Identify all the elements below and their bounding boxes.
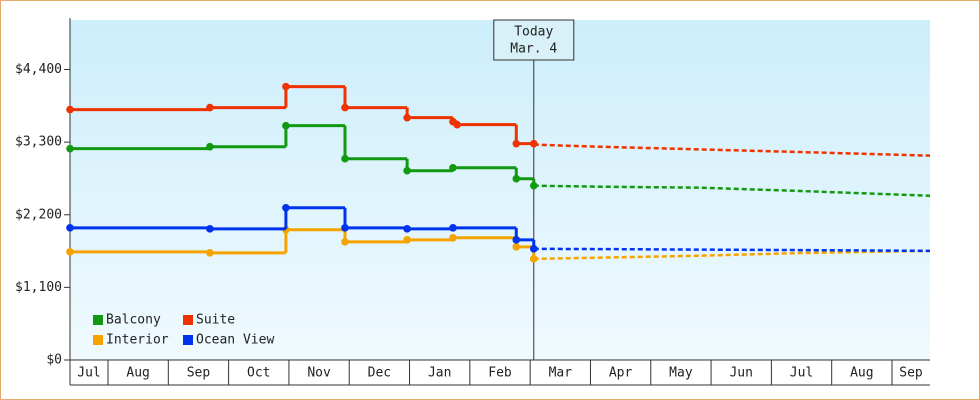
y-tick-label: $0 xyxy=(46,353,62,368)
x-tick-label: Nov xyxy=(307,366,331,381)
x-tick-label: Sep xyxy=(187,366,211,381)
x-tick-label: Aug xyxy=(850,366,873,381)
legend-label: Interior xyxy=(106,333,169,348)
point xyxy=(206,142,214,151)
today-label: Mar. 4 xyxy=(510,42,557,57)
today-box xyxy=(493,19,575,61)
point xyxy=(66,144,74,153)
x-tick-label: Mar xyxy=(549,366,573,381)
point xyxy=(512,243,521,251)
forecast-line xyxy=(533,247,931,253)
legend-swatch xyxy=(183,335,193,345)
point xyxy=(206,225,214,233)
x-tick-label: Aug xyxy=(126,366,149,381)
legend-label: Balcony xyxy=(106,313,161,328)
point xyxy=(282,121,290,130)
point xyxy=(449,163,457,172)
legend-swatch xyxy=(93,335,103,345)
point xyxy=(341,103,349,112)
point xyxy=(282,82,290,91)
legend-label: Suite xyxy=(196,313,235,328)
point xyxy=(403,225,411,233)
legend-swatch xyxy=(93,315,103,325)
legend-swatch xyxy=(183,315,193,325)
point xyxy=(341,224,349,232)
forecast-line xyxy=(533,143,931,157)
point xyxy=(512,174,521,183)
point xyxy=(403,236,411,244)
y-tick-label: $2,200 xyxy=(15,207,62,222)
point xyxy=(529,245,538,253)
point xyxy=(403,113,411,122)
y-tick-label: $4,400 xyxy=(15,62,62,77)
forecast-line xyxy=(533,249,931,261)
point xyxy=(529,181,538,190)
legend-label: Ocean View xyxy=(196,333,274,348)
point xyxy=(453,120,461,129)
forecast-line xyxy=(533,184,931,197)
x-tick-label: Jul xyxy=(77,366,100,381)
point xyxy=(512,236,521,244)
point xyxy=(282,203,290,212)
point xyxy=(403,166,411,175)
point xyxy=(449,233,457,242)
point xyxy=(66,224,74,232)
x-tick-label: Jan xyxy=(428,366,451,381)
point xyxy=(341,154,349,163)
point xyxy=(66,248,74,256)
x-tick-label: Apr xyxy=(609,366,633,381)
y-tick-label: $3,300 xyxy=(15,135,62,150)
point xyxy=(529,255,538,263)
x-tick-label: Oct xyxy=(247,366,270,381)
point xyxy=(449,224,457,232)
point xyxy=(206,249,214,257)
point xyxy=(512,139,521,148)
x-tick-label: Jun xyxy=(729,366,752,381)
x-tick-label: May xyxy=(669,366,693,381)
y-tick-label: $1,100 xyxy=(15,280,62,295)
point xyxy=(66,105,74,114)
x-tick-label: Dec xyxy=(368,366,391,381)
x-tick-label: Feb xyxy=(488,366,512,381)
today-label: Today xyxy=(514,25,553,40)
point xyxy=(341,238,349,246)
x-tick-label: Jul xyxy=(790,366,813,381)
x-tick-label: Sep xyxy=(899,366,923,381)
point xyxy=(206,103,214,112)
point xyxy=(529,139,538,148)
